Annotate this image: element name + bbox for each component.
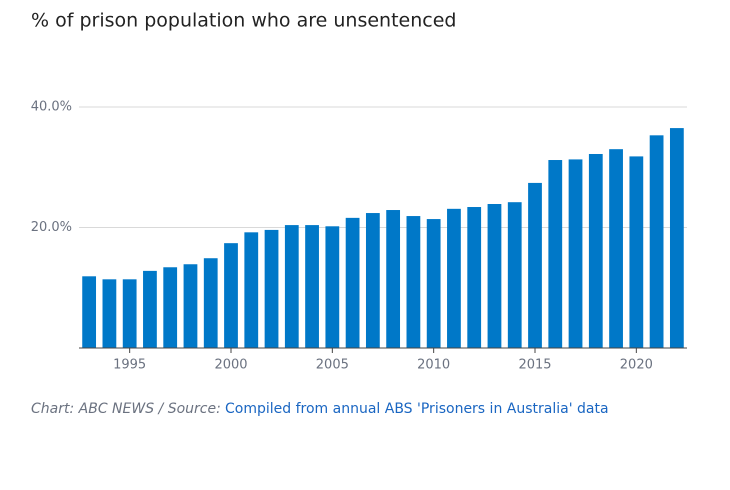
bar <box>102 279 117 348</box>
bar <box>163 267 178 348</box>
bar <box>122 279 137 348</box>
y-tick-label: 40.0% <box>31 100 72 115</box>
bar <box>507 202 522 348</box>
bar <box>345 217 360 348</box>
x-tick-label: 2010 <box>417 358 450 373</box>
bar <box>305 225 319 348</box>
bar <box>568 159 583 348</box>
x-tick-label: 2000 <box>214 358 247 373</box>
bar <box>284 225 299 348</box>
bar <box>82 276 97 348</box>
bar <box>224 243 238 348</box>
x-tick-label: 2005 <box>316 358 349 373</box>
bar <box>548 160 563 348</box>
bar <box>669 128 684 348</box>
bar <box>203 258 218 348</box>
x-tick-label: 1995 <box>113 358 146 373</box>
bar <box>649 135 664 348</box>
bar <box>365 213 380 348</box>
y-tick-label: 20.0% <box>31 220 72 235</box>
bar <box>609 149 623 348</box>
bar <box>487 204 502 348</box>
bar <box>325 226 340 348</box>
bar <box>386 210 401 348</box>
source-prefix: Chart: ABC NEWS / Source: <box>31 401 221 417</box>
bar <box>183 264 198 348</box>
bar <box>588 153 603 348</box>
x-tick-label: 2015 <box>518 358 551 373</box>
bar <box>528 182 542 348</box>
x-tick-label: 2020 <box>620 358 653 373</box>
chart-title: % of prison population who are unsentenc… <box>31 10 456 32</box>
bar <box>447 208 461 348</box>
source-link[interactable]: Compiled from annual ABS 'Prisoners in A… <box>225 401 609 417</box>
bar <box>264 229 279 348</box>
bar <box>406 216 421 348</box>
bar <box>244 232 259 348</box>
bar <box>143 270 157 348</box>
bar <box>629 156 644 348</box>
bar <box>467 207 482 348</box>
bar <box>426 219 441 348</box>
